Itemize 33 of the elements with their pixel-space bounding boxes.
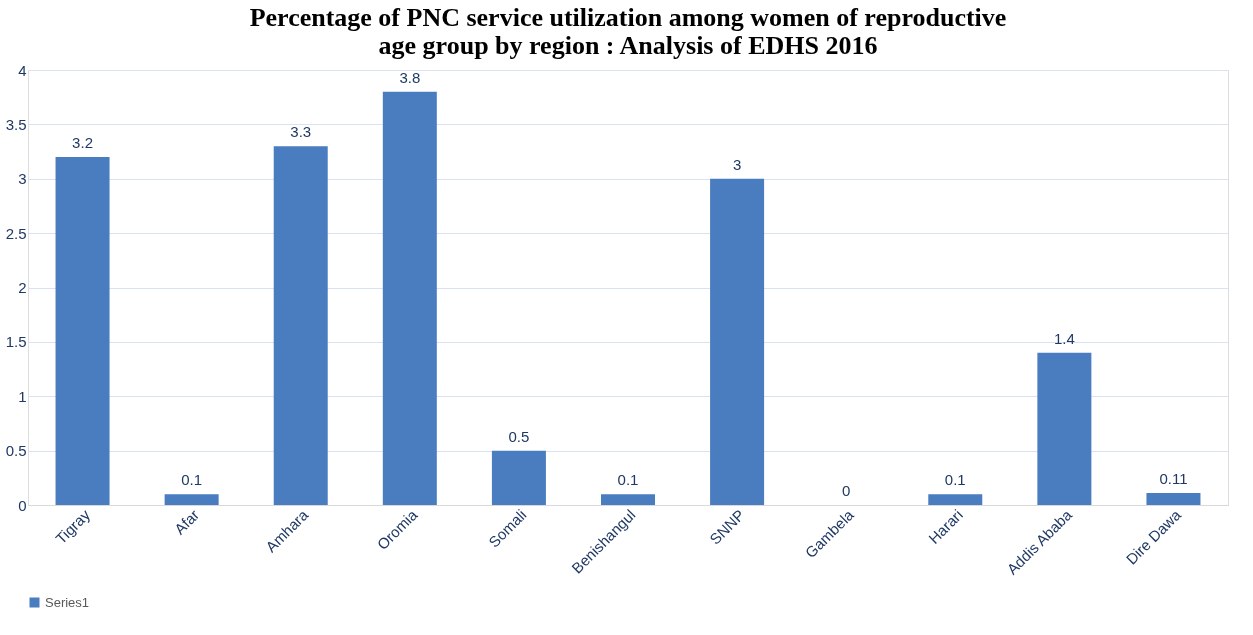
bar xyxy=(601,494,655,505)
y-tick-label: 3.5 xyxy=(5,115,27,133)
data-label: 1.4 xyxy=(1053,329,1075,347)
y-tick-label: 1 xyxy=(18,387,27,405)
y-tick-label: 0 xyxy=(18,496,27,514)
y-tick-label: 2.5 xyxy=(5,224,27,242)
data-label: 3.3 xyxy=(290,123,312,141)
bar xyxy=(710,178,765,505)
bar xyxy=(382,91,437,505)
data-label: 3 xyxy=(732,155,742,173)
data-label: 3.8 xyxy=(399,68,421,86)
bar xyxy=(273,146,328,505)
y-tick-label: 3 xyxy=(18,170,27,188)
y-tick-label: 2 xyxy=(18,279,27,296)
y-tick-label: 4 xyxy=(18,61,27,79)
data-label: 0.1 xyxy=(181,471,203,489)
data-label: 0.1 xyxy=(617,471,639,489)
bar xyxy=(928,494,983,505)
data-label: 0.11 xyxy=(1159,470,1188,488)
chart-title: Percentage of PNC service utilization among women of reproductive age group by region : Analysis of EDHS 2016 xyxy=(249,3,1007,60)
legend-label: Series1 xyxy=(45,594,90,610)
bar xyxy=(164,494,219,505)
bar xyxy=(491,450,546,505)
bar xyxy=(1037,352,1092,505)
data-label: 0.1 xyxy=(944,471,966,489)
data-label: 3.2 xyxy=(72,134,93,151)
data-label: 0 xyxy=(842,482,851,499)
y-tick-label: 0.5 xyxy=(5,442,27,460)
data-label: 0.5 xyxy=(508,427,530,445)
x-tick-label: Afar xyxy=(170,506,203,538)
y-tick-label: 1.5 xyxy=(5,333,27,351)
bar xyxy=(1146,493,1201,505)
bar xyxy=(55,157,110,505)
